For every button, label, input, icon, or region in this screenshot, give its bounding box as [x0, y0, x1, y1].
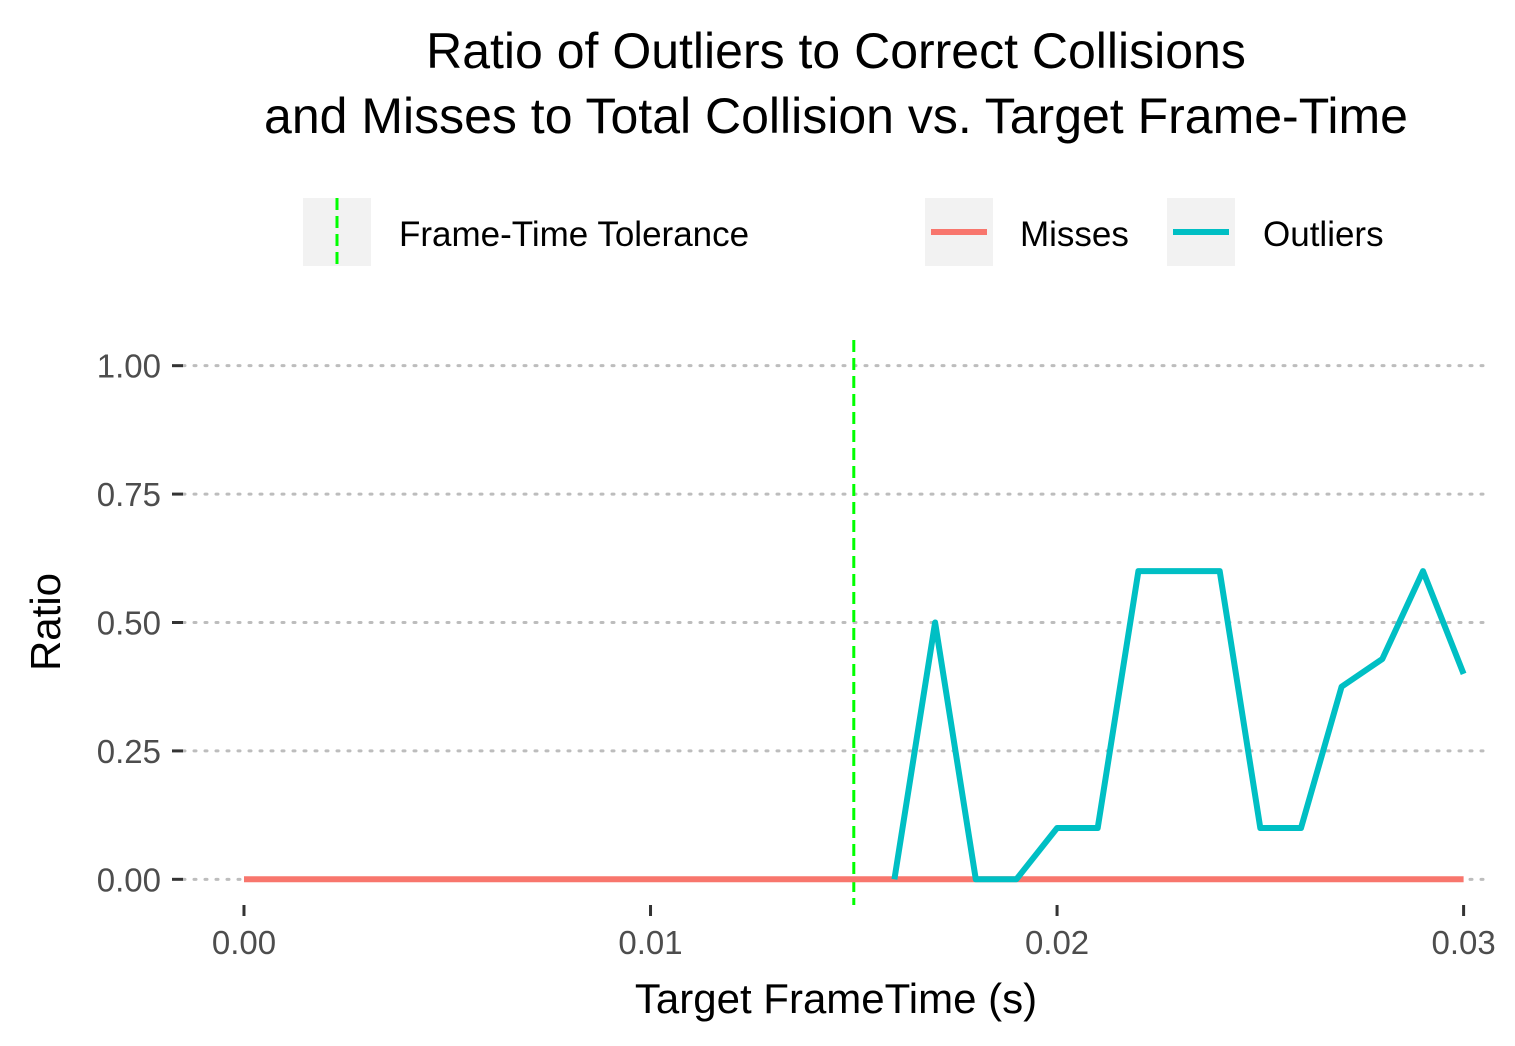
- x-tick-label: 0.00: [212, 924, 276, 961]
- legend: Frame-Time Tolerance Misses Outliers: [303, 198, 1384, 266]
- legend-label-outliers: Outliers: [1263, 215, 1384, 254]
- series-line-outliers: [891, 568, 1467, 883]
- grid-layer: [181, 364, 1490, 881]
- chart-title-line-1: Ratio of Outliers to Correct Collisions: [426, 23, 1246, 79]
- chart-title-line-2: and Misses to Total Collision vs. Target…: [264, 88, 1408, 144]
- x-tick-label: 0.02: [1025, 924, 1089, 961]
- legend-label-misses: Misses: [1020, 215, 1129, 254]
- y-axis: 0.00 0.25 0.50 0.75 1.00: [97, 348, 183, 898]
- series-layer: [244, 568, 1467, 883]
- y-tick-label: 1.00: [97, 348, 161, 385]
- legend-label-tolerance: Frame-Time Tolerance: [399, 215, 749, 254]
- y-tick-label: 0.00: [97, 861, 161, 898]
- y-axis-title: Ratio: [22, 573, 69, 671]
- y-tick-label: 0.50: [97, 605, 161, 642]
- x-tick-label: 0.03: [1431, 924, 1495, 961]
- x-axis-title: Target FrameTime (s): [635, 975, 1037, 1022]
- y-tick-label: 0.75: [97, 476, 161, 513]
- y-tick-label: 0.25: [97, 733, 161, 770]
- x-tick-label: 0.01: [618, 924, 682, 961]
- x-axis: 0.00 0.01 0.02 0.03: [212, 905, 1496, 961]
